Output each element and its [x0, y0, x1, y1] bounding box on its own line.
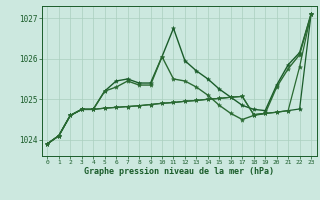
X-axis label: Graphe pression niveau de la mer (hPa): Graphe pression niveau de la mer (hPa) — [84, 167, 274, 176]
